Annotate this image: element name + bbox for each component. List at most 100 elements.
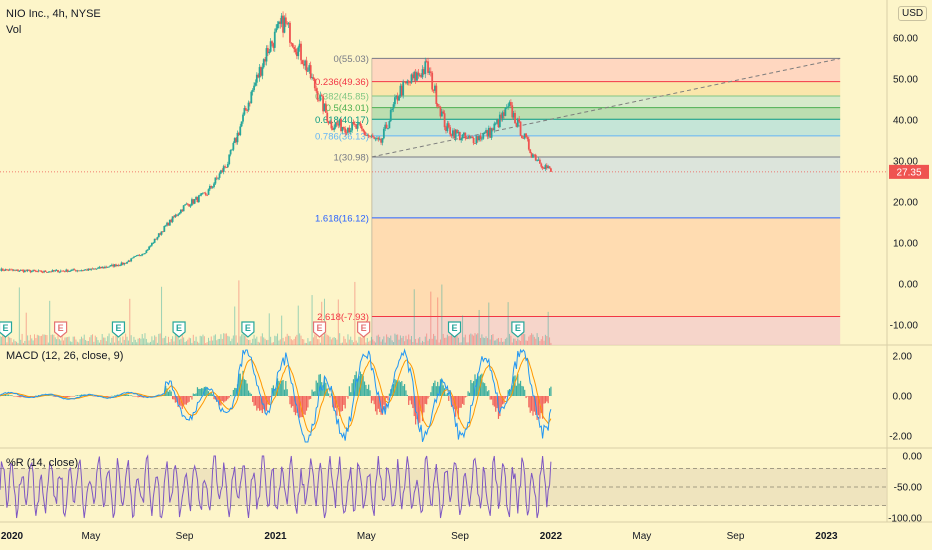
candle-body	[130, 258, 133, 262]
macd-histogram-bar	[249, 392, 251, 396]
macd-histogram-bar	[187, 396, 189, 403]
macd-histogram-bar	[275, 387, 277, 396]
time-tick-2: Sep	[176, 531, 194, 542]
macd-histogram-bar	[445, 394, 447, 396]
candle-body	[188, 204, 191, 207]
candle-body	[312, 77, 315, 79]
volume-bar	[104, 337, 106, 345]
macd-histogram-bar	[506, 396, 508, 397]
earnings-marker-2[interactable]: E	[111, 321, 126, 338]
macd-histogram-bar	[73, 396, 76, 397]
macd-histogram-bar	[368, 384, 370, 396]
earnings-marker-6[interactable]: E	[357, 321, 371, 338]
macd-histogram-bar	[529, 396, 531, 413]
macd-histogram-bar	[405, 390, 407, 396]
volume-bar	[503, 341, 505, 345]
currency-button[interactable]: USD	[898, 6, 928, 21]
candle-body	[55, 270, 58, 271]
macd-histogram-bar	[145, 396, 147, 398]
candle-body	[496, 119, 498, 124]
earnings-marker-5[interactable]: E	[312, 321, 327, 338]
earnings-marker-8[interactable]: E	[511, 321, 525, 338]
macd-histogram-bar	[224, 396, 226, 402]
candle-body	[189, 205, 192, 207]
macd-histogram-bar	[312, 391, 315, 396]
macd-histogram-bar	[387, 396, 389, 401]
volume-bar	[394, 333, 396, 345]
macd-histogram-bar	[354, 375, 356, 396]
candle-body	[424, 61, 427, 75]
candle-body	[272, 43, 275, 48]
candle-body	[206, 194, 209, 196]
candle-body	[320, 95, 323, 97]
earnings-marker-3[interactable]: E	[172, 321, 186, 338]
macd-histogram-bar	[242, 370, 244, 396]
macd-histogram-bar	[490, 396, 493, 400]
volume-bar	[61, 335, 63, 345]
macd-label[interactable]: MACD (12, 26, close, 9)	[6, 350, 124, 362]
volume-bar	[419, 337, 421, 345]
macd-histogram-bar	[384, 396, 386, 410]
candle-body	[300, 43, 302, 61]
candle-body	[3, 270, 6, 272]
macd-histogram-bar	[112, 395, 114, 397]
volume-bar	[524, 334, 526, 345]
macd-histogram-bar	[369, 390, 371, 396]
macd-histogram-bar	[468, 392, 471, 396]
candle-body	[171, 216, 174, 222]
earnings-marker-0[interactable]: E	[0, 321, 13, 338]
williams-label[interactable]: %R (14, close)	[6, 457, 79, 469]
earnings-marker-4[interactable]: E	[241, 321, 255, 338]
candle-body	[521, 135, 523, 139]
volume-bar	[281, 315, 283, 345]
candle-body	[25, 270, 28, 272]
candle-body	[411, 74, 414, 79]
time-tick-4: May	[357, 531, 376, 542]
volume-bar	[60, 340, 62, 345]
candle-body	[243, 108, 246, 115]
macd-histogram-bar	[525, 396, 527, 399]
volume-bar	[532, 334, 534, 345]
macd-histogram-bar	[438, 386, 440, 396]
candle-body	[7, 269, 10, 271]
earnings-badge	[511, 321, 525, 338]
volume-bar	[85, 339, 87, 345]
fib-retracement[interactable]: 0(55.03) 0.236(49.36) 0.382(45.85)0.5(43.0…	[315, 54, 841, 345]
symbol-title[interactable]: NIO Inc., 4h, NYSE	[6, 8, 101, 20]
macd-histogram-bar	[227, 396, 229, 400]
candle-body	[545, 165, 548, 169]
volume-bar	[509, 333, 511, 345]
candle-body	[213, 183, 215, 187]
earnings-marker-1[interactable]: E	[54, 321, 68, 338]
volume-bar	[408, 334, 410, 345]
macd-histogram-bar	[489, 396, 491, 400]
volume-bar	[340, 342, 342, 345]
candle-body	[394, 97, 396, 105]
candle-body	[337, 124, 340, 126]
volume-bar	[405, 335, 407, 345]
volume-bar	[16, 341, 18, 345]
volume-bar	[150, 341, 152, 345]
macd-histogram-bar	[263, 396, 265, 410]
candle-body	[323, 103, 326, 112]
earnings-badge	[0, 321, 13, 338]
earnings-marker-7[interactable]: E	[447, 321, 462, 338]
volume-label[interactable]: Vol	[6, 24, 22, 36]
volume-bar	[317, 339, 319, 345]
candle-body	[505, 107, 508, 109]
volume-bar	[18, 287, 20, 345]
volume-bar	[76, 341, 78, 345]
macd-histogram-bar	[115, 395, 117, 396]
macd-histogram-bar	[282, 379, 284, 396]
macd-histogram-bar	[14, 396, 16, 397]
volume-bar	[395, 334, 397, 345]
candle-body	[417, 72, 420, 76]
macd-histogram-bar	[352, 379, 355, 396]
macd-histogram-bar	[173, 396, 175, 400]
candle-body	[538, 159, 541, 164]
candle-body	[149, 245, 152, 247]
candle-body	[474, 143, 476, 144]
volume-bar	[9, 337, 11, 345]
